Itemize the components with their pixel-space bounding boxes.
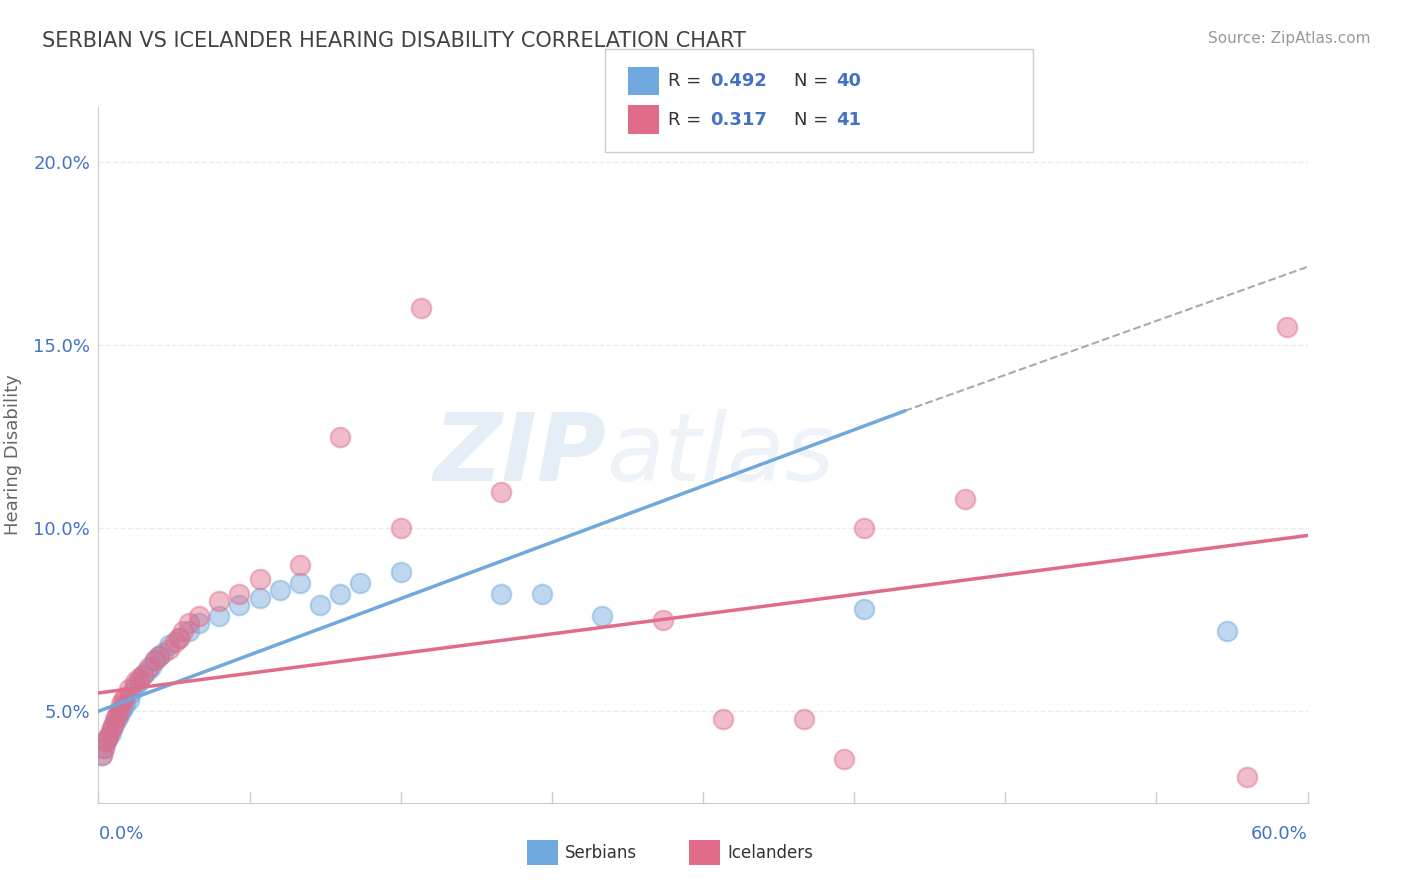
Point [530,587,553,601]
Point [329,429,352,443]
Point [1236,770,1258,784]
Point [135,664,157,678]
Point [288,576,311,591]
Point [389,565,412,579]
Point [97,730,120,744]
Point [177,624,201,638]
Point [853,601,876,615]
Point [114,697,136,711]
Point [128,675,150,690]
Point [101,719,124,733]
Point [853,521,876,535]
Point [132,667,155,681]
Point [389,521,412,535]
Point [105,712,128,726]
Point [128,671,150,685]
Point [101,719,124,733]
Point [100,726,122,740]
Point [91,748,114,763]
Point [349,576,371,591]
Text: N =: N = [794,111,834,128]
Point [409,301,432,316]
Point [107,704,129,718]
Point [132,667,155,681]
Point [107,707,129,722]
Text: atlas: atlas [606,409,835,500]
Point [124,679,146,693]
Point [105,707,128,722]
Point [167,631,190,645]
Point [1277,319,1299,334]
Point [953,491,976,506]
Point [163,634,186,648]
Point [93,740,115,755]
Point [103,715,125,730]
Point [793,712,815,726]
Text: 60.0%: 60.0% [1251,825,1308,843]
Point [93,740,115,755]
Point [120,686,142,700]
Text: ZIP: ZIP [433,409,606,501]
Text: R =: R = [668,111,707,128]
Point [288,558,311,572]
Point [110,704,132,718]
Point [177,616,201,631]
Point [139,660,162,674]
Text: 40: 40 [837,72,862,90]
Point [711,712,734,726]
Text: R =: R = [668,72,707,90]
Point [208,609,231,624]
Point [138,660,160,674]
Text: Serbians: Serbians [565,844,637,862]
Point [148,649,170,664]
Point [491,587,513,601]
Point [118,693,141,707]
Point [111,693,134,707]
Point [228,598,250,612]
Point [143,653,166,667]
Text: 0.317: 0.317 [710,111,766,128]
Text: Source: ZipAtlas.com: Source: ZipAtlas.com [1208,31,1371,46]
Point [249,573,271,587]
Point [148,649,170,664]
Text: 0.492: 0.492 [710,72,766,90]
Point [269,583,291,598]
Point [143,653,166,667]
Point [188,616,211,631]
Point [152,646,174,660]
Point [591,609,613,624]
Point [1216,624,1239,638]
Text: 41: 41 [837,111,862,128]
Point [157,638,180,652]
Y-axis label: Hearing Disability: Hearing Disability [4,375,22,535]
Point [110,697,132,711]
Point [96,733,118,747]
Point [96,733,118,747]
Point [118,682,141,697]
Point [124,675,146,690]
Point [100,723,122,737]
Point [111,700,134,714]
Text: SERBIAN VS ICELANDER HEARING DISABILITY CORRELATION CHART: SERBIAN VS ICELANDER HEARING DISABILITY … [42,31,747,51]
Text: Icelanders: Icelanders [727,844,813,862]
Point [167,631,190,645]
Point [97,730,120,744]
Point [309,598,332,612]
Text: N =: N = [794,72,834,90]
Point [208,594,231,608]
Point [103,712,125,726]
Point [832,752,855,766]
Point [157,642,180,657]
Point [491,484,513,499]
Point [172,624,194,638]
Point [329,587,352,601]
Text: 0.0%: 0.0% [98,825,143,843]
Point [188,609,211,624]
Point [651,613,673,627]
Point [114,690,136,704]
Point [91,748,114,763]
Point [249,591,271,605]
Point [228,587,250,601]
